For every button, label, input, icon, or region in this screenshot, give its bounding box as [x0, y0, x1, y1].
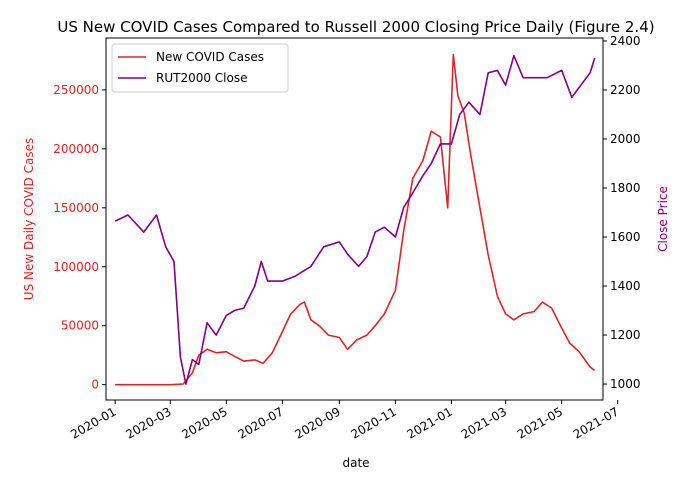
- rut2000-close-line: [114, 54, 596, 385]
- plot-frame: [105, 37, 604, 401]
- legend-box: [111, 43, 289, 93]
- legend-label-rut: RUT2000 Close: [156, 71, 248, 85]
- legend: New COVID Cases RUT2000 Close: [111, 43, 289, 93]
- y-right-tick-label: 1000: [610, 377, 641, 391]
- x-tick-label: 2020-09: [292, 404, 342, 441]
- x-tick-label: 2020-07: [235, 404, 285, 441]
- y-axis-left-label: US New Daily COVID Cases: [22, 138, 36, 300]
- y-right-tick-label: 1200: [610, 328, 641, 342]
- y-left-tick-label: 200000: [53, 142, 99, 156]
- chart-title: US New COVID Cases Compared to Russell 2…: [57, 18, 654, 36]
- x-tick-label: 2020-01: [68, 404, 118, 441]
- y-left-tick-label: 0: [91, 378, 99, 392]
- y-left-tick-label: 150000: [53, 201, 99, 215]
- y-right-tick-label: 1800: [610, 181, 641, 195]
- y-axis-left: 0 50000 100000 150000 200000 250000: [53, 83, 106, 392]
- y-right-tick-label: 2000: [610, 132, 641, 146]
- y-right-tick-label: 2400: [610, 34, 641, 48]
- y-right-tick-label: 1400: [610, 279, 641, 293]
- x-tick-label: 2021-05: [515, 404, 565, 441]
- y-axis-right: 1000 1200 1400 1600 1800 2000 2200 2400: [603, 34, 641, 391]
- y-right-tick-label: 1600: [610, 230, 641, 244]
- covid-cases-line: [115, 53, 596, 386]
- y-axis-right-label: Close Price: [656, 186, 670, 252]
- x-tick-label: 2020-11: [348, 404, 398, 441]
- x-tick-label: 2020-03: [123, 404, 173, 441]
- y-right-tick-label: 2200: [610, 83, 641, 97]
- x-tick-label: 2021-01: [404, 404, 454, 441]
- x-tick-label: 2021-07: [571, 404, 621, 441]
- y-left-tick-label: 250000: [53, 83, 99, 97]
- x-tick-label: 2021-03: [459, 404, 509, 441]
- y-left-tick-label: 50000: [61, 319, 99, 333]
- series-covid: [115, 53, 596, 386]
- x-axis: 2020-01 2020-03 2020-05 2020-07 2020-09 2020-…: [68, 400, 621, 442]
- series-rut: [114, 54, 596, 385]
- legend-label-covid: New COVID Cases: [156, 50, 264, 64]
- x-tick-label: 2020-05: [179, 404, 229, 441]
- x-axis-label: date: [342, 456, 369, 470]
- y-left-tick-label: 100000: [53, 260, 99, 274]
